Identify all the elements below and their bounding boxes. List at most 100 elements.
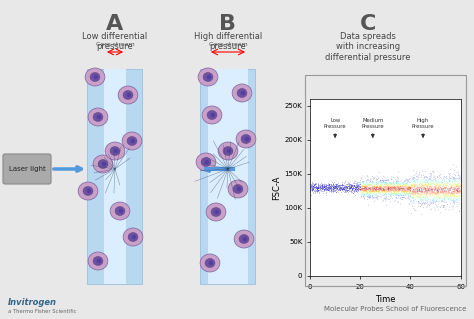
Point (430, 182, 438, 187)
Point (391, 185, 399, 190)
Point (436, 187, 443, 192)
Point (419, 183, 427, 189)
Point (385, 197, 393, 202)
Ellipse shape (227, 149, 231, 153)
Point (396, 191, 403, 196)
Point (446, 179, 454, 184)
Point (344, 180, 352, 185)
Point (441, 197, 448, 202)
Point (420, 187, 428, 192)
Ellipse shape (83, 187, 93, 196)
Point (359, 188, 367, 193)
Point (333, 189, 340, 194)
Point (397, 185, 405, 190)
Point (358, 184, 365, 189)
Point (320, 184, 328, 189)
Point (376, 190, 384, 195)
Point (407, 198, 414, 204)
Point (431, 180, 439, 185)
Point (314, 186, 321, 191)
Point (444, 180, 451, 185)
Point (377, 182, 384, 187)
Point (391, 190, 399, 195)
Point (419, 168, 427, 174)
Point (412, 190, 419, 195)
Point (427, 176, 435, 182)
Point (382, 190, 389, 196)
Point (453, 188, 461, 193)
Point (424, 180, 431, 185)
Point (314, 181, 322, 186)
Point (317, 188, 325, 193)
Point (419, 198, 427, 204)
Point (356, 186, 363, 191)
Point (426, 186, 434, 191)
Point (362, 184, 369, 189)
Point (440, 185, 448, 190)
Point (360, 184, 368, 189)
Point (312, 188, 319, 193)
Point (370, 195, 378, 200)
Point (369, 185, 377, 190)
Point (427, 187, 435, 192)
Point (332, 182, 340, 187)
Point (448, 191, 456, 196)
Point (350, 189, 357, 194)
Point (369, 186, 376, 191)
Point (317, 184, 324, 189)
Point (341, 179, 349, 184)
Point (350, 181, 357, 186)
Point (324, 182, 331, 187)
Point (422, 183, 430, 189)
Point (444, 194, 452, 199)
Point (379, 188, 387, 193)
Point (411, 183, 419, 189)
Point (406, 186, 413, 191)
Point (352, 184, 359, 189)
Point (447, 192, 455, 197)
Point (357, 180, 365, 185)
Point (392, 189, 400, 194)
Point (416, 182, 423, 187)
Point (432, 178, 439, 183)
Point (380, 182, 387, 188)
Point (333, 185, 340, 190)
Point (367, 188, 375, 193)
Point (334, 184, 341, 189)
Point (341, 187, 349, 192)
Point (447, 196, 454, 201)
Point (402, 186, 410, 191)
Ellipse shape (88, 108, 108, 126)
Point (385, 186, 392, 191)
Point (364, 197, 371, 202)
Point (353, 184, 361, 189)
Point (411, 179, 419, 184)
Point (423, 204, 431, 209)
Point (382, 178, 390, 183)
Point (382, 188, 390, 193)
Point (346, 186, 354, 191)
Point (456, 209, 464, 214)
Point (385, 185, 392, 190)
Point (374, 184, 382, 189)
Point (415, 177, 423, 182)
Point (379, 182, 386, 187)
Point (420, 186, 428, 191)
Point (434, 183, 442, 188)
Point (404, 183, 411, 188)
Point (428, 178, 436, 183)
Point (392, 192, 400, 197)
Point (428, 189, 436, 195)
Point (409, 182, 416, 187)
Point (359, 189, 367, 194)
Point (441, 203, 449, 208)
Point (307, 185, 314, 190)
Point (370, 188, 377, 193)
Point (312, 189, 320, 194)
Point (444, 195, 452, 200)
Point (449, 185, 457, 190)
Point (431, 191, 438, 197)
Point (401, 179, 409, 184)
Point (430, 197, 438, 202)
Point (361, 188, 368, 193)
